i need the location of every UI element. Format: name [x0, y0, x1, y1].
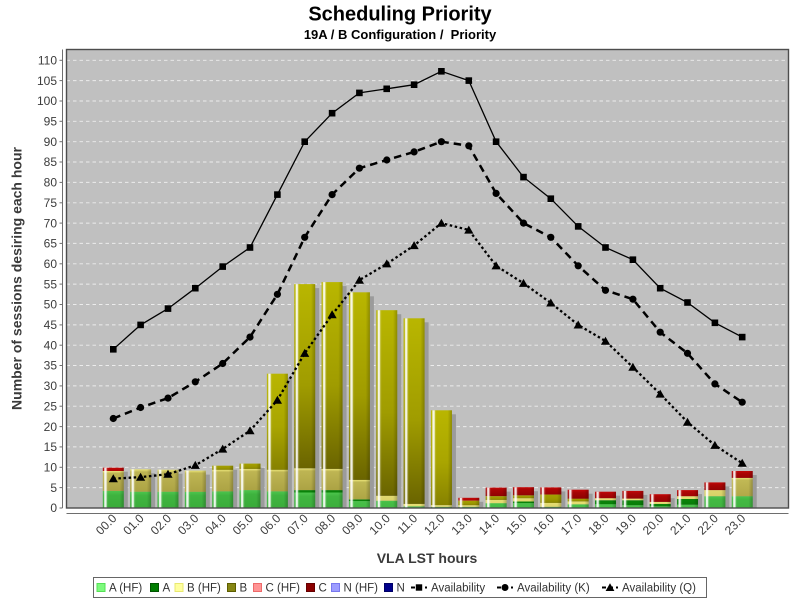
- svg-text:VLA LST hours: VLA LST hours: [377, 550, 478, 566]
- svg-text:5: 5: [50, 481, 57, 495]
- svg-text:105: 105: [37, 74, 57, 88]
- svg-text:C (HF): C (HF): [266, 583, 301, 595]
- svg-text:75: 75: [44, 196, 58, 210]
- svg-text:65: 65: [44, 237, 58, 251]
- svg-text:50: 50: [44, 298, 58, 312]
- svg-text:B (HF): B (HF): [187, 583, 221, 595]
- svg-text:19A / B Configuration / Prior: 19A / B Configuration / Priority: [304, 27, 497, 42]
- svg-text:80: 80: [44, 176, 58, 190]
- svg-text:30: 30: [44, 379, 58, 393]
- svg-text:70: 70: [44, 216, 58, 230]
- svg-text:A (HF): A (HF): [109, 583, 142, 595]
- svg-text:25: 25: [44, 399, 58, 413]
- svg-text:C: C: [319, 583, 327, 595]
- svg-text:15: 15: [44, 440, 58, 454]
- svg-text:40: 40: [44, 338, 58, 352]
- svg-text:90: 90: [44, 135, 58, 149]
- svg-text:A: A: [163, 583, 171, 595]
- svg-text:0: 0: [50, 501, 57, 515]
- svg-text:Number of sessions desiring ea: Number of sessions desiring each hour: [9, 146, 25, 410]
- svg-text:85: 85: [44, 155, 58, 169]
- svg-text:N (HF): N (HF): [344, 583, 379, 595]
- svg-text:100: 100: [37, 94, 57, 108]
- svg-text:Availability (Q): Availability (Q): [622, 583, 696, 595]
- svg-text:55: 55: [44, 277, 58, 291]
- svg-text:N: N: [397, 583, 405, 595]
- svg-text:60: 60: [44, 257, 58, 271]
- svg-text:35: 35: [44, 359, 58, 373]
- svg-text:Availability: Availability: [431, 583, 485, 595]
- svg-text:110: 110: [38, 54, 57, 68]
- svg-text:Availability (K): Availability (K): [517, 583, 590, 595]
- svg-text:20: 20: [44, 420, 58, 434]
- svg-text:95: 95: [44, 115, 58, 129]
- svg-text:B: B: [240, 583, 248, 595]
- svg-text:Scheduling Priority: Scheduling Priority: [308, 4, 492, 26]
- svg-text:45: 45: [44, 318, 58, 332]
- svg-text:10: 10: [44, 461, 58, 475]
